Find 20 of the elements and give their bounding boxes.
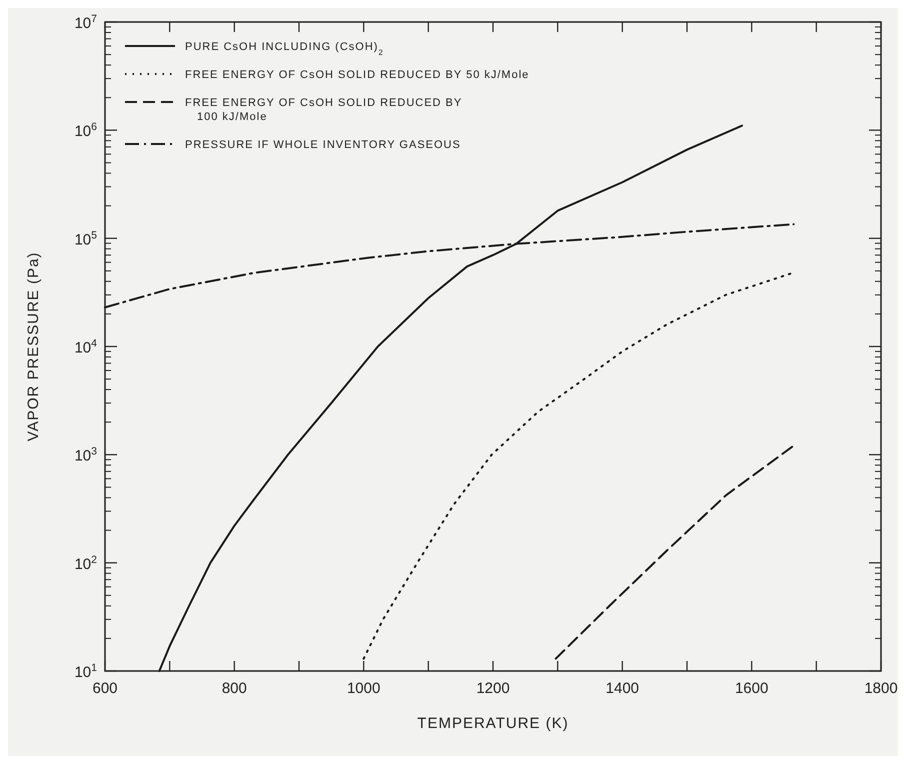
x-tick-label: 800 (222, 680, 247, 697)
x-tick-label: 1200 (476, 680, 510, 697)
y-tick-label: 10$^{5}$ (74, 229, 98, 248)
x-tick-label: 1400 (606, 680, 640, 697)
x-axis-title: TEMPERATURE (K) (417, 715, 569, 732)
y-tick-label: 10$^{3}$ (74, 446, 98, 465)
x-tick-label: 1800 (864, 680, 898, 697)
x-tick-label: 1600 (734, 680, 768, 697)
y-tick-label: 10$^{4}$ (74, 338, 98, 356)
legend-label: PURE CsOH INCLUDING (CsOH)$_{2}$ (185, 41, 384, 56)
y-tick-label: 10$^{7}$ (74, 13, 98, 32)
legend-label: FREE ENERGY OF CsOH SOLID REDUCED BY 50 kJ/Mole (185, 69, 530, 81)
y-tick-label: 10$^{2}$ (74, 554, 98, 573)
y-axis-title: VAPOR PRESSURE (Pa) (25, 252, 42, 442)
x-tick-label: 1000 (346, 680, 380, 697)
legend-label: PRESSURE IF WHOLE INVENTORY GASEOUS (185, 139, 461, 151)
y-tick-label: 10$^{6}$ (74, 121, 98, 140)
x-tick-label: 600 (92, 680, 118, 697)
legend-label: FREE ENERGY OF CsOH SOLID REDUCED BY 100 kJ/Mole (185, 97, 462, 123)
y-tick-label: 10$^{1}$ (74, 662, 98, 681)
